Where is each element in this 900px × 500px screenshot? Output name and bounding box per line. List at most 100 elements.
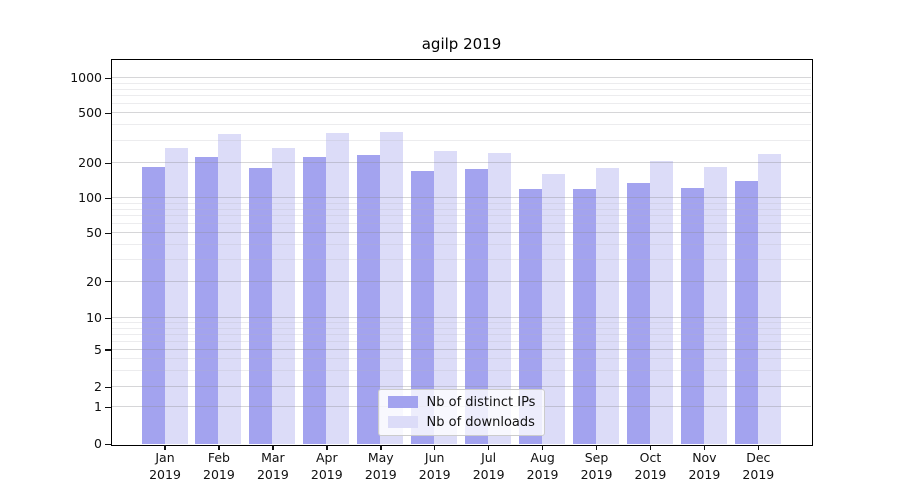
x-tick-label-sep: Sep 2019 [580, 450, 613, 482]
bar-downloads-jul [488, 152, 512, 444]
bar-downloads-apr [326, 132, 350, 444]
gridline-4 [111, 358, 811, 360]
y-tick-label-0: 0 [94, 436, 102, 452]
gridline-700 [111, 95, 811, 97]
chart-title: agilp 2019 [421, 35, 502, 53]
bar-distinct-ips-aug [519, 189, 543, 444]
y-tick-label-1: 1 [94, 399, 102, 415]
x-tick-mark [272, 444, 274, 450]
x-tick-label-jun: Jun 2019 [418, 450, 451, 482]
gridline-50 [111, 232, 811, 234]
legend-item-distinct-ips: Nb of distinct IPs [387, 394, 536, 411]
bar-distinct-ips-oct [626, 183, 650, 444]
y-tick-mark [104, 232, 111, 235]
x-tick-label-apr: Apr 2019 [310, 450, 343, 482]
y-tick-mark [104, 317, 111, 320]
gridline-7 [111, 333, 811, 335]
gridline-5 [111, 349, 811, 350]
gridline-80 [111, 208, 811, 210]
y-tick-label-1000: 1000 [70, 70, 102, 86]
gridline-1000 [111, 77, 811, 79]
x-tick-label-jul: Jul 2019 [472, 450, 505, 482]
legend-swatch-distinct-ips [387, 396, 418, 408]
bar-distinct-ips-may [357, 155, 381, 444]
bar-distinct-ips-sep [573, 189, 597, 444]
gridline-600 [111, 103, 811, 105]
bar-distinct-ips-jun [411, 171, 435, 444]
legend-label-distinct-ips: Nb of distinct IPs [426, 394, 536, 410]
y-tick-label-2: 2 [94, 379, 102, 395]
gridline-3 [111, 369, 811, 371]
x-tick-label-aug: Aug 2019 [526, 450, 559, 482]
legend-item-downloads: Nb of downloads [387, 414, 536, 431]
x-tick-mark [164, 444, 166, 450]
bar-downloads-nov [703, 166, 727, 444]
bar-distinct-ips-nov [680, 187, 704, 444]
gridline-100 [111, 197, 811, 199]
y-tick-mark [104, 349, 111, 351]
y-tick-mark [104, 443, 111, 446]
gridline-20 [111, 280, 811, 282]
bar-downloads-feb [218, 133, 242, 444]
x-tick-mark [326, 444, 328, 450]
gridline-9 [111, 322, 811, 324]
bar-distinct-ips-dec [734, 181, 758, 444]
gridline-500 [111, 112, 811, 114]
bar-distinct-ips-jan [141, 167, 165, 444]
gridline-300 [111, 140, 811, 142]
gridline-8 [111, 327, 811, 329]
legend-swatch-downloads [387, 416, 418, 428]
x-tick-label-dec: Dec 2019 [742, 450, 775, 482]
gridline-30 [111, 259, 811, 261]
x-tick-mark [541, 444, 544, 450]
legend: Nb of distinct IPs Nb of downloads [377, 388, 545, 436]
gridline-900 [111, 82, 811, 84]
gridline-6 [111, 340, 811, 342]
bar-distinct-ips-feb [195, 157, 219, 444]
bar-distinct-ips-jul [465, 168, 489, 444]
y-tick-label-500: 500 [78, 105, 102, 121]
legend-label-downloads: Nb of downloads [426, 414, 535, 430]
gridline-60 [111, 223, 811, 225]
y-tick-mark [104, 162, 111, 165]
x-tick-label-mar: Mar 2019 [256, 450, 289, 482]
gridline-400 [111, 124, 811, 126]
x-tick-mark [218, 444, 220, 450]
y-tick-label-100: 100 [78, 190, 102, 206]
gridline-2 [111, 386, 811, 388]
x-tick-mark [487, 444, 490, 450]
bar-distinct-ips-apr [303, 156, 327, 444]
y-tick-mark [104, 112, 111, 115]
x-tick-mark [433, 444, 436, 450]
bar-distinct-ips-mar [249, 167, 273, 444]
y-tick-mark [104, 280, 111, 283]
y-tick-mark [104, 77, 111, 80]
x-tick-mark [757, 444, 760, 450]
plot-area: Nb of distinct IPs Nb of downloads [110, 58, 813, 446]
bar-downloads-oct [649, 161, 673, 444]
bar-downloads-mar [272, 148, 296, 444]
gridline-40 [111, 244, 811, 246]
y-tick-label-200: 200 [78, 155, 102, 171]
x-tick-mark [595, 444, 598, 450]
x-tick-label-jan: Jan 2019 [149, 450, 181, 482]
x-tick-label-may: May 2019 [364, 450, 397, 482]
gridline-800 [111, 88, 811, 90]
y-tick-mark [104, 406, 111, 409]
x-tick-mark [649, 444, 652, 450]
bar-downloads-jan [164, 148, 188, 444]
x-tick-label-nov: Nov 2019 [688, 450, 721, 482]
bar-downloads-dec [757, 153, 781, 444]
x-tick-mark [703, 444, 706, 450]
bar-downloads-sep [596, 168, 620, 444]
y-tick-label-50: 50 [86, 225, 102, 241]
gridline-70 [111, 215, 811, 217]
y-tick-mark [104, 386, 111, 389]
gridline-200 [111, 162, 811, 164]
gridline-90 [111, 202, 811, 204]
bar-downloads-jun [434, 150, 458, 444]
x-tick-mark [380, 444, 382, 450]
y-tick-label-20: 20 [86, 273, 102, 289]
x-tick-label-feb: Feb 2019 [203, 450, 235, 482]
